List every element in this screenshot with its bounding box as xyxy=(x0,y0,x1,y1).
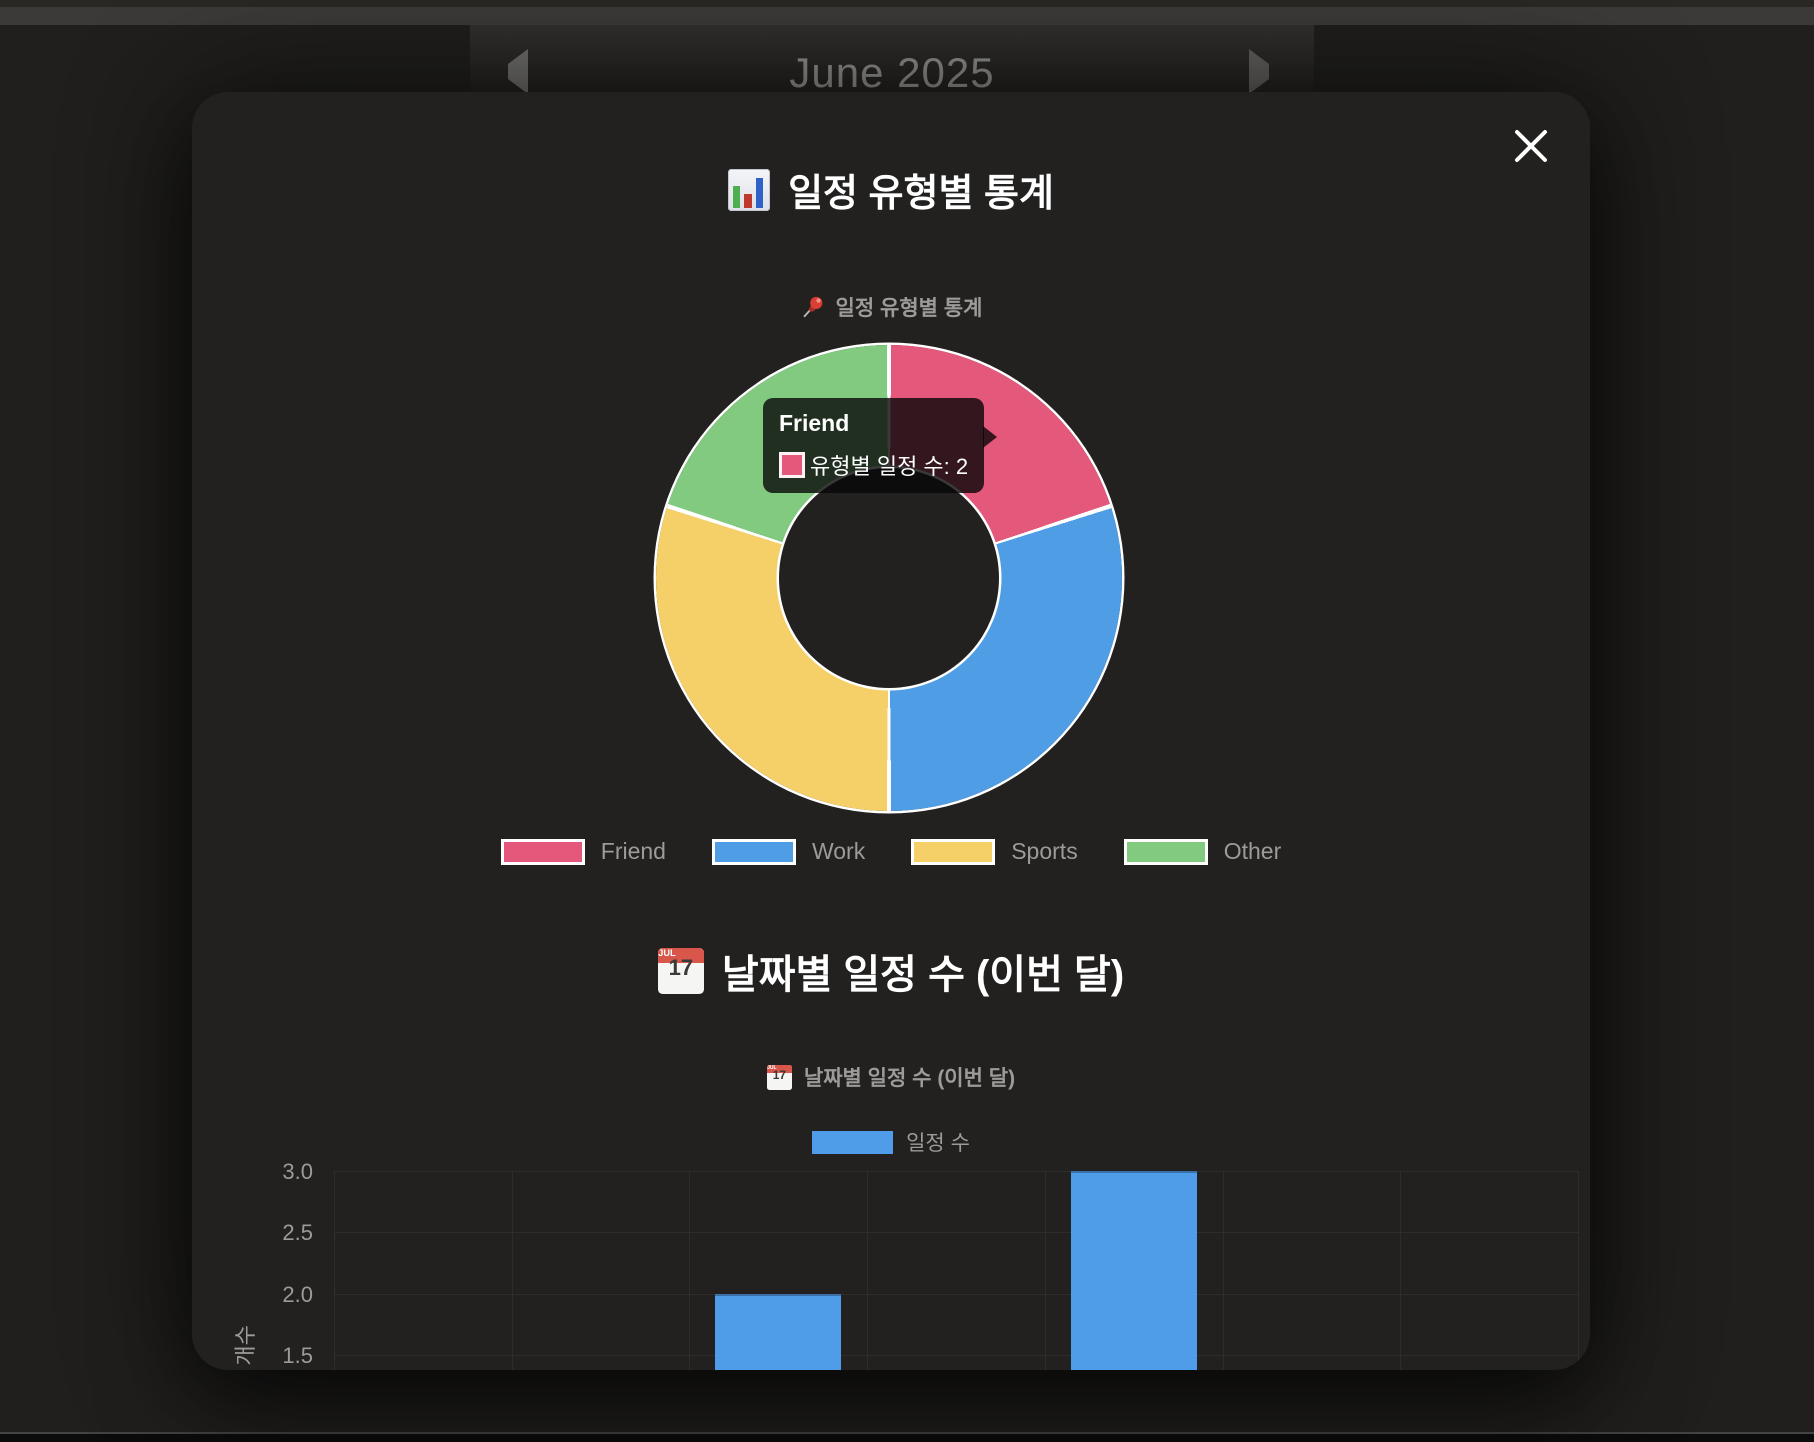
y-axis-tick-label: 1.5 xyxy=(282,1342,313,1368)
legend-color-swatch xyxy=(1123,838,1208,865)
tooltip-value-text: 유형별 일정 수: 2 xyxy=(810,454,969,479)
donut-chart-title-row: 일정 유형별 통계 xyxy=(192,292,1590,322)
calendar-header: June 2025 xyxy=(470,25,1314,96)
calendar-month-title: June 2025 xyxy=(789,49,995,96)
right-triangle-icon xyxy=(1249,48,1269,94)
legend-label: Work xyxy=(811,838,866,864)
gridline-vertical xyxy=(334,1171,335,1370)
bar-legend-item[interactable]: 일정 수 xyxy=(192,1127,1590,1157)
screen-bottom-edge xyxy=(0,1432,1814,1442)
doughnut-hole xyxy=(779,468,999,688)
calendar-emoji-small: JUL 17 xyxy=(766,1064,792,1090)
gridline-vertical xyxy=(1222,1171,1224,1370)
gridline-vertical xyxy=(867,1171,869,1370)
donut-section-title-row: 일정 유형별 통계 xyxy=(192,162,1590,217)
bar-chart-y-axis-title: 별 개수 xyxy=(233,1325,258,1370)
legend-label: Other xyxy=(1223,838,1282,864)
doughnut-legend-item[interactable]: Work xyxy=(711,838,866,865)
pushpin-emoji xyxy=(802,296,822,318)
chart-tooltip: Friend 유형별 일정 수: 2 xyxy=(763,398,998,493)
y-axis-tick-label: 3.0 xyxy=(282,1159,313,1184)
donut-section-title: 일정 유형별 통계 xyxy=(788,173,1054,215)
gridline-vertical xyxy=(511,1171,513,1370)
donut-chart-title: 일정 유형별 통계 xyxy=(835,297,983,320)
bar-chart-emoji xyxy=(728,168,771,211)
bar-chart-title-row: JUL 17 날짜별 일정 수 (이번 달) xyxy=(192,1062,1590,1092)
bar-chart-y-axis: 3.0 2.5 2.0 1.5 xyxy=(192,1159,313,1370)
legend-label: Sports xyxy=(1011,838,1078,864)
calendar-emoji: JUL 17 xyxy=(657,948,704,994)
window-top-edge xyxy=(0,0,1814,7)
window-title-bar xyxy=(0,7,1814,25)
gridline-vertical xyxy=(1044,1171,1046,1370)
next-month-button[interactable] xyxy=(1248,48,1270,94)
doughnut-legend-item[interactable]: Sports xyxy=(911,838,1078,865)
gridline-horizontal xyxy=(334,1354,1578,1356)
bar-chart-plot-area[interactable] xyxy=(334,1171,1579,1370)
gridline-vertical xyxy=(1578,1171,1579,1370)
bar-section-title: 날짜별 일정 수 (이번 달) xyxy=(721,953,1125,997)
y-axis-tick-label: 2.0 xyxy=(282,1281,313,1307)
legend-label: Friend xyxy=(600,838,666,864)
tooltip-color-swatch xyxy=(779,452,805,478)
bar[interactable] xyxy=(1070,1171,1197,1370)
statistics-modal: 일정 유형별 통계 일정 유형별 통계 Friend 유형별 일정 수: 2 F… xyxy=(192,92,1590,1370)
bar-legend-swatch xyxy=(812,1130,894,1154)
close-icon xyxy=(1515,130,1547,162)
doughnut-legend-item[interactable]: Friend xyxy=(500,838,666,865)
bar-section-title-row: JUL 17 날짜별 일정 수 (이번 달) xyxy=(192,942,1590,1000)
gridline-horizontal xyxy=(334,1232,1578,1234)
bar-legend-label: 일정 수 xyxy=(906,1132,970,1155)
tooltip-title: Friend xyxy=(779,410,850,436)
gridline-vertical xyxy=(689,1171,691,1370)
doughnut-legend: Friend Work Sports Other xyxy=(192,838,1590,865)
legend-color-swatch xyxy=(500,838,585,865)
gridline-horizontal xyxy=(334,1293,1578,1295)
doughnut-legend-item[interactable]: Other xyxy=(1123,838,1282,865)
legend-color-swatch xyxy=(711,838,796,865)
gridline-vertical xyxy=(1400,1171,1402,1370)
gridline-horizontal xyxy=(334,1171,1578,1172)
close-button[interactable] xyxy=(1509,124,1553,168)
bar[interactable] xyxy=(715,1293,842,1370)
legend-color-swatch xyxy=(911,838,996,865)
y-axis-tick-label: 2.5 xyxy=(282,1220,313,1246)
bar-chart-title: 날짜별 일정 수 (이번 달) xyxy=(803,1067,1016,1090)
